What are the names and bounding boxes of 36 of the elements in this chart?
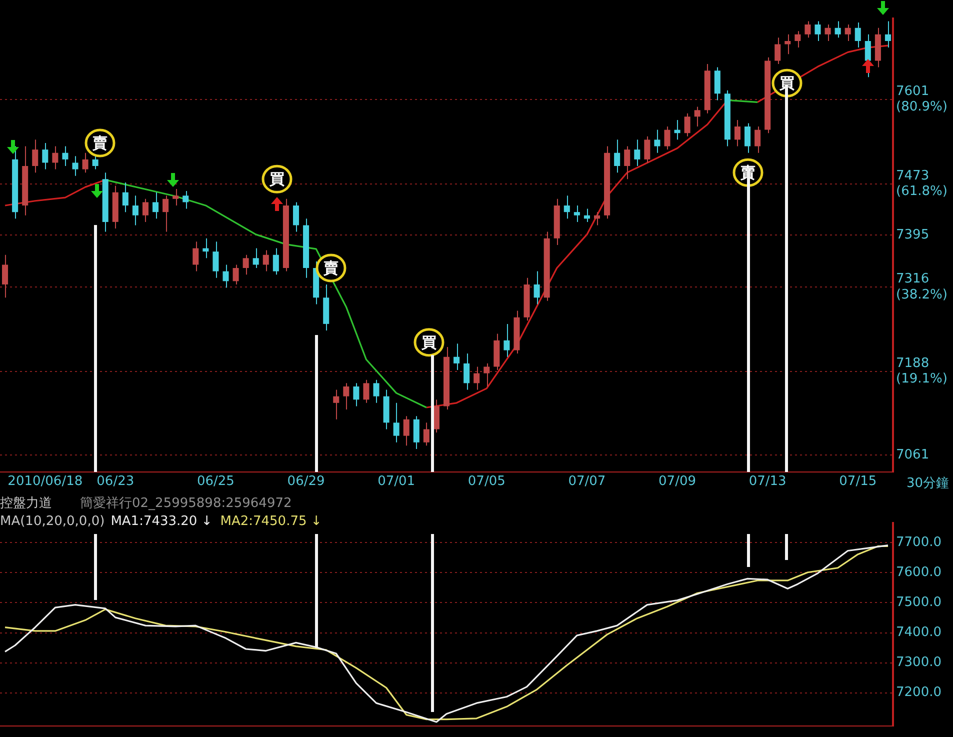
x-tick-label: 07/07 — [568, 474, 606, 490]
y-tick-label: 7473 (61.8%) — [896, 168, 948, 199]
y-tick-label: 7316 (38.2%) — [896, 272, 948, 302]
y-tick-label: 7600.0 — [896, 565, 942, 580]
x-tick-label: 07/05 — [468, 474, 506, 490]
annotation: 賣 — [92, 134, 108, 152]
candlestick — [814, 20, 821, 42]
annotation: 買 — [268, 170, 284, 188]
y-tick-label: 7500.0 — [896, 595, 942, 610]
x-axis-title: 30分鐘 — [906, 475, 949, 492]
y-tick-label: 7395 — [896, 227, 930, 242]
y-tick-label: 7700.0 — [896, 535, 942, 550]
candlestick — [72, 156, 78, 176]
y-tick-label: 7300.0 — [896, 655, 942, 670]
text: MA2:7450.75 ↓ — [220, 514, 322, 529]
chart-title: 控盤力道 — [0, 496, 52, 511]
annotation: 買 — [778, 74, 794, 92]
x-tick-label: 07/15 — [839, 474, 877, 490]
annotation: 賣 — [322, 258, 338, 277]
x-tick-label: 06/25 — [196, 474, 234, 490]
x-tick-label: 06/23 — [96, 474, 134, 490]
y-tick-label: 7188 (19.1%) — [896, 356, 948, 386]
x-tick-label: 07/01 — [378, 474, 416, 490]
y-tick-label: 7601 (80.9%) — [896, 84, 948, 115]
x-tick-label: 07/09 — [658, 474, 696, 490]
annotation: 買 — [420, 333, 436, 352]
x-tick-label: 2010/06/18 — [8, 474, 83, 490]
text: MA1:7433.20 ↓ — [110, 514, 212, 529]
chart-subtitle: 簡愛祥行02_25995898:25964972 — [80, 496, 292, 511]
x-tick-label: 06/29 — [287, 474, 325, 490]
y-tick-label: 7200.0 — [896, 685, 942, 700]
legend-title: MA(10,20,0,0,0) — [0, 514, 105, 529]
x-tick-label: 07/13 — [748, 474, 786, 490]
candlestick — [664, 126, 670, 150]
y-tick-label: 7061 — [896, 447, 930, 462]
y-tick-label: 7400.0 — [896, 625, 942, 640]
